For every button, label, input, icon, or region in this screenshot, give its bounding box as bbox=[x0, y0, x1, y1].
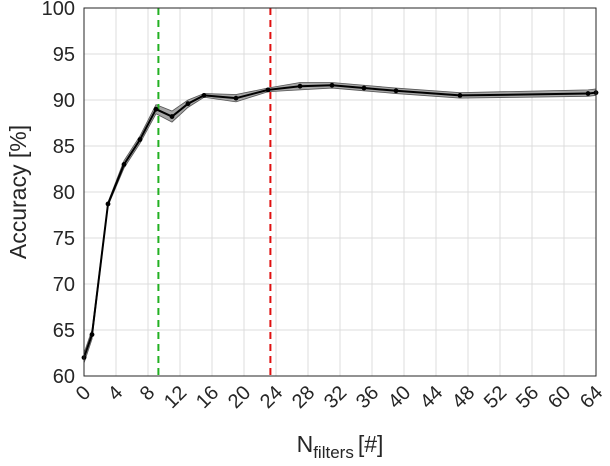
series-line bbox=[83, 84, 597, 358]
x-tick-label: 0 bbox=[72, 382, 95, 405]
y-tick-label: 60 bbox=[53, 366, 75, 388]
data-point bbox=[153, 106, 159, 112]
x-tick-label: 4 bbox=[104, 382, 127, 405]
grid bbox=[83, 7, 597, 377]
data-point bbox=[89, 332, 95, 337]
x-axis-label-subscript: filters bbox=[313, 443, 354, 462]
data-point bbox=[201, 93, 207, 98]
y-tick-label: 80 bbox=[53, 182, 75, 204]
x-tick-label: 60 bbox=[544, 382, 575, 413]
plot-frame bbox=[83, 7, 597, 377]
data-point bbox=[361, 85, 367, 91]
x-tick-label: 8 bbox=[136, 382, 159, 405]
data-point bbox=[329, 82, 335, 88]
data-point bbox=[297, 83, 303, 89]
series-line-layer bbox=[83, 84, 597, 358]
x-tick-label: 24 bbox=[256, 382, 287, 413]
x-tick-label: 28 bbox=[288, 382, 319, 413]
y-tick-label: 65 bbox=[53, 320, 75, 342]
y-axis-label: Accuracy [%] bbox=[5, 125, 31, 259]
reference-lines bbox=[157, 8, 272, 376]
x-tick-label: 12 bbox=[160, 382, 191, 413]
data-point bbox=[393, 88, 399, 94]
y-tick-label: 95 bbox=[53, 44, 75, 66]
y-tick-label: 75 bbox=[53, 228, 75, 250]
x-tick-label: 44 bbox=[416, 382, 447, 413]
data-point bbox=[169, 114, 175, 119]
y-tick-labels: 60 65 70 75 80 85 90 95 100 bbox=[42, 0, 75, 388]
x-axis-label: Nfilters [#] bbox=[297, 431, 384, 462]
y-tick-label: 90 bbox=[53, 90, 75, 112]
y-tick-label: 85 bbox=[53, 136, 75, 158]
x-tick-label: 36 bbox=[352, 382, 383, 413]
x-tick-label: 56 bbox=[512, 382, 543, 413]
data-point bbox=[233, 95, 239, 101]
x-tick-label: 32 bbox=[320, 382, 351, 413]
data-point bbox=[105, 201, 111, 207]
x-tick-labels: 0 4 8 12 16 20 24 28 32 36 40 44 48 52 56 60 64 bbox=[72, 382, 607, 413]
x-tick-label: 40 bbox=[384, 382, 415, 413]
data-point bbox=[585, 91, 591, 96]
x-tick-label: 16 bbox=[192, 382, 223, 413]
data-point bbox=[185, 101, 191, 107]
y-tick-label: 100 bbox=[42, 0, 75, 20]
y-tick-label: 70 bbox=[53, 274, 75, 296]
x-axis-label-unit: [#] bbox=[358, 431, 384, 457]
data-point bbox=[137, 137, 143, 142]
data-point bbox=[121, 162, 127, 167]
data-point bbox=[457, 93, 463, 98]
x-tick-label: 52 bbox=[480, 382, 511, 413]
data-point bbox=[265, 87, 271, 93]
x-tick-label: 64 bbox=[576, 382, 607, 413]
x-tick-label: 48 bbox=[448, 382, 479, 413]
x-tick-label: 20 bbox=[224, 382, 255, 413]
x-axis-label-main: N bbox=[297, 431, 314, 457]
